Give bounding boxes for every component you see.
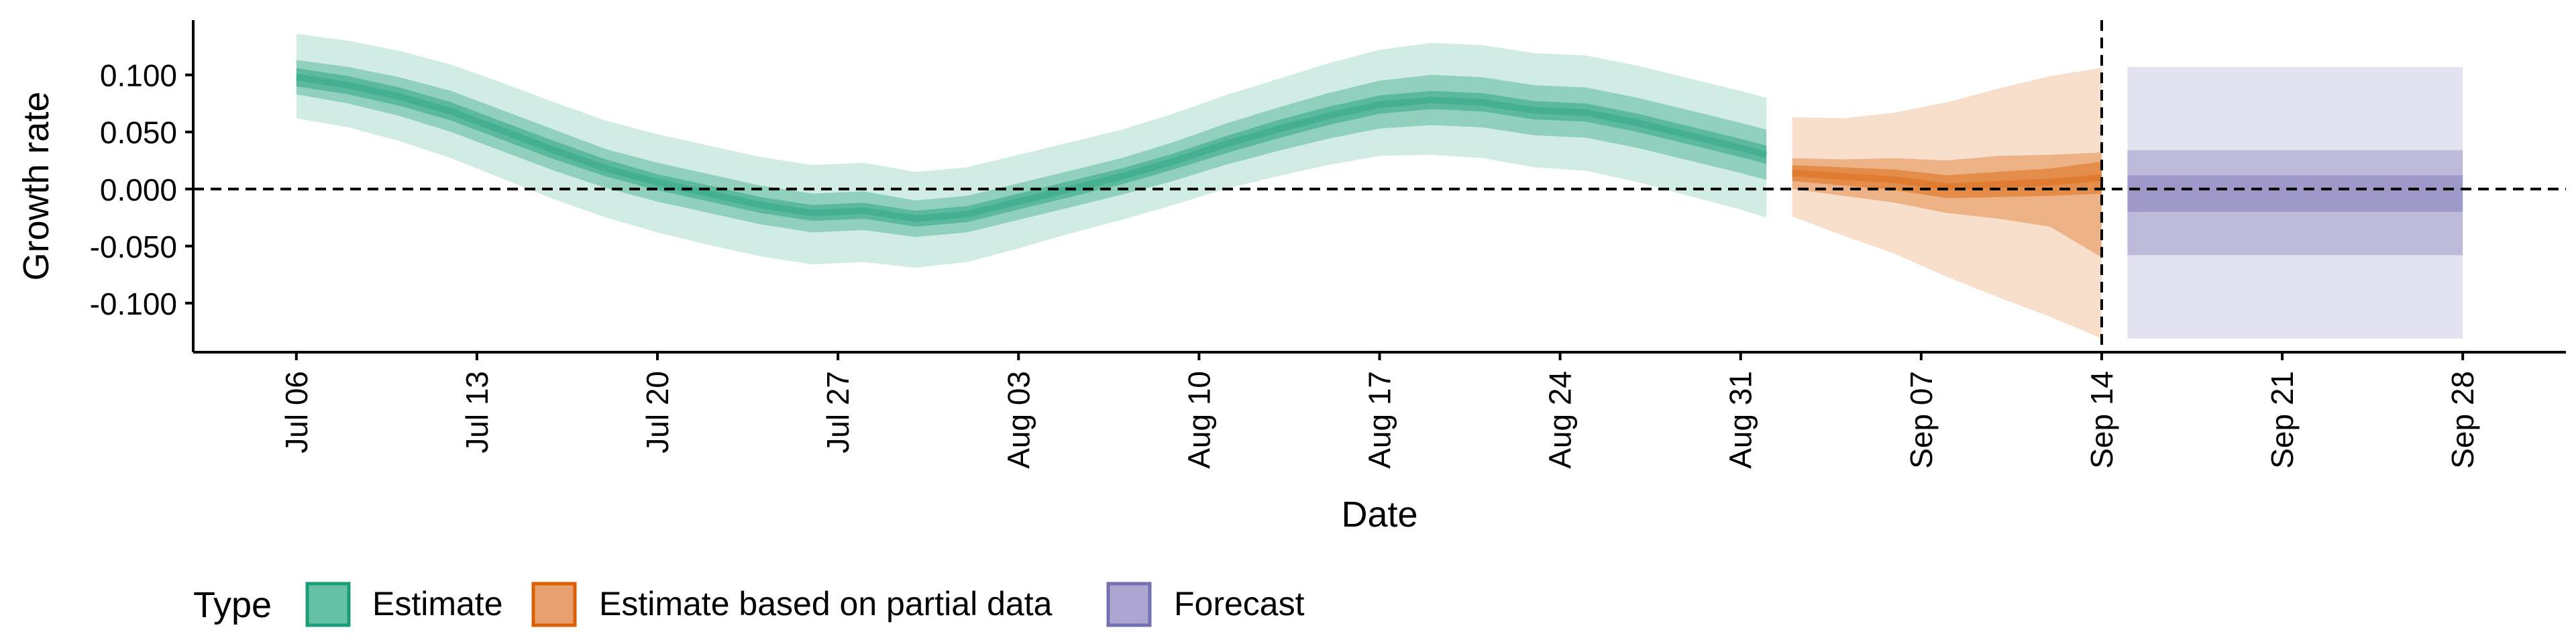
series-0-band-90 — [296, 34, 1767, 268]
series-2-band-90 — [2127, 66, 2463, 339]
x-tick-label: Jul 20 — [640, 371, 675, 453]
series-0-band-50 — [296, 60, 1767, 237]
x-axis-ticks: Jul 06 Jul 13 Jul 20 Jul 27 Aug 03 Aug 10 Aug … — [279, 352, 2480, 469]
series-2-band-50 — [2127, 150, 2463, 256]
y-axis-ticks: 0.100 0.050 0.000 -0.050 -0.100 — [90, 58, 193, 321]
legend: Type Estimate Estimate based on partial d… — [193, 582, 1305, 627]
series-0-band-20 — [296, 68, 1767, 227]
x-axis-title: Date — [1341, 494, 1417, 535]
series-1 — [1792, 68, 2102, 339]
y-axis-title: Growth rate — [16, 91, 56, 280]
series-1-band-90 — [1792, 68, 2102, 339]
legend-title: Type — [193, 585, 272, 625]
x-tick-label: Aug 17 — [1362, 371, 1397, 469]
series-0-median-line — [296, 74, 1768, 223]
x-tick-label: Jul 27 — [820, 371, 855, 453]
x-tick-label: Sep 28 — [2445, 371, 2480, 469]
x-tick-label: Sep 14 — [2084, 371, 2119, 469]
legend-label: Forecast — [1174, 585, 1305, 623]
legend-key-1 — [531, 582, 577, 627]
series-0 — [296, 34, 1768, 268]
series-2 — [2127, 66, 2463, 339]
x-tick-label: Aug 10 — [1181, 371, 1216, 469]
x-tick-label: Sep 21 — [2265, 371, 2300, 469]
legend-key-0 — [305, 582, 351, 627]
x-tick-label: Aug 24 — [1543, 371, 1578, 469]
y-tick-label: 0.100 — [100, 58, 177, 93]
series-1-band-20 — [1792, 161, 2102, 199]
legend-label: Estimate based on partial data — [599, 585, 1053, 623]
series-2-band-20 — [2127, 175, 2463, 212]
reference-lines — [193, 20, 2566, 352]
series-1-median-line — [1792, 169, 2102, 191]
legend-label: Estimate — [372, 585, 503, 623]
y-tick-label: 0.000 — [100, 172, 177, 207]
y-tick-label: -0.050 — [90, 229, 177, 264]
legend-key-2 — [1106, 582, 1152, 627]
x-tick-label: Sep 07 — [1904, 371, 1939, 469]
x-tick-label: Aug 03 — [1001, 371, 1036, 469]
series-layer — [296, 34, 2463, 339]
x-tick-label: Aug 31 — [1723, 371, 1758, 469]
y-tick-label: -0.100 — [90, 286, 177, 321]
x-tick-label: Jul 13 — [460, 371, 494, 453]
series-1-band-50 — [1792, 152, 2102, 258]
x-tick-label: Jul 06 — [279, 371, 314, 453]
y-tick-label: 0.050 — [100, 115, 177, 150]
